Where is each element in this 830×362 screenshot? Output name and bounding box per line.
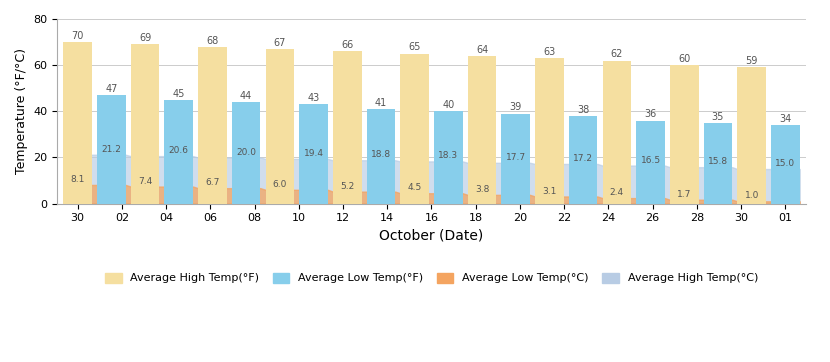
Text: 64: 64: [476, 45, 488, 55]
Bar: [670, 65, 699, 203]
Bar: [266, 49, 294, 203]
Text: 17.7: 17.7: [505, 153, 525, 162]
Text: 39: 39: [510, 102, 522, 113]
Bar: [367, 109, 395, 203]
Bar: [299, 104, 328, 203]
Text: 2.4: 2.4: [610, 188, 624, 197]
Text: 62: 62: [611, 49, 623, 59]
Bar: [737, 67, 766, 203]
Text: 6.7: 6.7: [205, 178, 220, 187]
X-axis label: October (Date): October (Date): [379, 229, 484, 243]
Text: 44: 44: [240, 91, 252, 101]
Text: 17.2: 17.2: [574, 154, 593, 163]
Text: 3.8: 3.8: [475, 185, 489, 194]
Text: 20.6: 20.6: [168, 146, 188, 155]
Bar: [198, 47, 227, 203]
Text: 63: 63: [544, 47, 555, 57]
Bar: [63, 42, 92, 203]
Text: 1.0: 1.0: [745, 191, 759, 201]
Bar: [637, 121, 665, 203]
Text: 41: 41: [375, 98, 387, 108]
Bar: [434, 111, 462, 203]
Text: 1.7: 1.7: [677, 190, 691, 199]
Text: 15.8: 15.8: [708, 157, 728, 166]
Text: 21.2: 21.2: [101, 145, 121, 154]
Text: 5.2: 5.2: [340, 182, 354, 191]
Bar: [468, 56, 496, 203]
Bar: [771, 125, 799, 203]
Text: 68: 68: [207, 35, 218, 46]
Bar: [164, 100, 193, 203]
Text: 40: 40: [442, 100, 455, 110]
Bar: [501, 114, 530, 203]
Text: 66: 66: [341, 40, 354, 50]
Text: 67: 67: [274, 38, 286, 48]
Bar: [232, 102, 261, 203]
Text: 20.0: 20.0: [236, 148, 256, 156]
Text: 6.0: 6.0: [272, 180, 287, 189]
Text: 38: 38: [577, 105, 589, 115]
Bar: [97, 95, 125, 203]
Text: 43: 43: [307, 93, 320, 103]
Text: 65: 65: [408, 42, 421, 52]
Text: 35: 35: [712, 112, 724, 122]
Text: 18.8: 18.8: [371, 150, 391, 159]
Text: 4.5: 4.5: [408, 183, 422, 192]
Text: 8.1: 8.1: [71, 175, 85, 184]
Text: 59: 59: [745, 56, 758, 66]
Legend: Average High Temp(°F), Average Low Temp(°F), Average Low Temp(°C), Average High : Average High Temp(°F), Average Low Temp(…: [100, 268, 763, 288]
Text: 70: 70: [71, 31, 84, 41]
Bar: [603, 60, 631, 203]
Text: 18.3: 18.3: [438, 151, 458, 160]
Text: 60: 60: [678, 54, 691, 64]
Text: 7.4: 7.4: [138, 177, 152, 186]
Text: 34: 34: [779, 114, 792, 124]
Text: 16.5: 16.5: [641, 156, 661, 165]
Bar: [130, 45, 159, 203]
Y-axis label: Temperature (°F/°C): Temperature (°F/°C): [15, 48, 28, 174]
Text: 19.4: 19.4: [304, 149, 324, 158]
Bar: [535, 58, 564, 203]
Text: 69: 69: [139, 33, 151, 43]
Bar: [704, 123, 732, 203]
Bar: [400, 54, 429, 203]
Bar: [569, 116, 598, 203]
Text: 45: 45: [173, 89, 185, 98]
Bar: [333, 51, 362, 203]
Text: 47: 47: [105, 84, 118, 94]
Text: 3.1: 3.1: [542, 186, 557, 195]
Text: 15.0: 15.0: [775, 159, 795, 168]
Text: 36: 36: [644, 109, 657, 119]
